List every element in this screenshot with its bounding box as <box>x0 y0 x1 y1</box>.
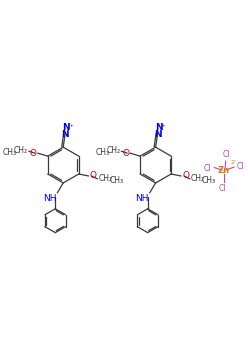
Text: O: O <box>182 172 189 181</box>
Text: CH₃: CH₃ <box>110 176 124 186</box>
Text: O: O <box>90 172 97 181</box>
Text: ⁺: ⁺ <box>162 125 166 131</box>
Text: CH₃: CH₃ <box>95 148 109 157</box>
Text: N: N <box>62 123 70 132</box>
Text: NH: NH <box>135 194 149 203</box>
Text: O: O <box>122 149 129 158</box>
Text: Cl: Cl <box>222 150 230 159</box>
Text: N: N <box>62 130 69 139</box>
Text: NH: NH <box>43 194 56 203</box>
Text: N: N <box>155 123 162 132</box>
Text: Zn: Zn <box>218 166 230 175</box>
Text: CH₃: CH₃ <box>3 148 17 157</box>
Text: Cl: Cl <box>218 184 226 193</box>
Text: CH₂: CH₂ <box>106 146 120 155</box>
Text: O: O <box>30 149 37 158</box>
Text: Cl: Cl <box>204 163 211 173</box>
Text: CH₂: CH₂ <box>98 174 113 183</box>
Text: CH₂: CH₂ <box>191 174 205 183</box>
Text: Cl: Cl <box>237 162 244 170</box>
Text: N: N <box>154 130 162 139</box>
Text: CH₃: CH₃ <box>202 176 216 186</box>
Text: CH₂: CH₂ <box>14 146 28 155</box>
Text: ⁺: ⁺ <box>70 125 73 131</box>
Text: 2⁻: 2⁻ <box>230 160 237 165</box>
